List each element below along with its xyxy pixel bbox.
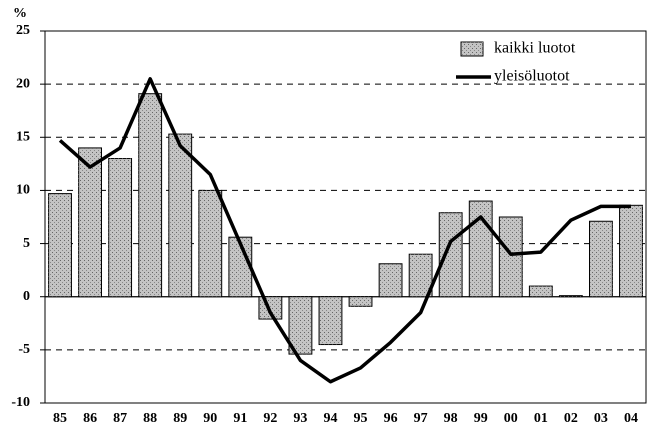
bar-texture xyxy=(349,296,372,307)
x-tick-label: 93 xyxy=(293,411,307,426)
y-tick-label: 5 xyxy=(23,236,30,251)
y-tick-label: 20 xyxy=(16,76,30,91)
bar-texture xyxy=(108,158,132,297)
bar-texture xyxy=(198,190,222,297)
x-tick-label: 94 xyxy=(323,411,337,426)
bar-texture xyxy=(168,134,192,297)
x-tick-label: 04 xyxy=(624,411,638,426)
x-tick-label: 89 xyxy=(173,411,187,426)
bar-texture xyxy=(589,221,613,297)
x-tick-label: 88 xyxy=(143,411,157,426)
x-tick-label: 99 xyxy=(474,411,488,426)
bar-texture xyxy=(319,296,342,345)
bar-texture xyxy=(499,217,523,297)
x-tick-label: 96 xyxy=(384,411,398,426)
plot-frame xyxy=(44,30,647,404)
bar-texture xyxy=(48,193,72,297)
x-tick-label: 90 xyxy=(203,411,217,426)
x-tick-label: 00 xyxy=(504,411,518,426)
y-tick-label: 0 xyxy=(23,289,30,304)
y-tick-label: -5 xyxy=(18,342,30,357)
x-tick-label: 85 xyxy=(53,411,67,426)
y-tick-label: 25 xyxy=(16,23,30,38)
line xyxy=(58,77,631,384)
bar-texture xyxy=(409,254,433,297)
bar-texture xyxy=(619,205,643,297)
x-tick-label: 87 xyxy=(113,411,127,426)
y-tick-label: -10 xyxy=(11,395,30,410)
y-tick-label: 10 xyxy=(16,183,30,198)
bar-texture xyxy=(138,93,162,297)
bar-texture xyxy=(379,263,402,297)
bar-texture xyxy=(559,295,583,297)
x-tick-label: 92 xyxy=(263,411,277,426)
legend-label: yleisöluotot xyxy=(494,68,570,85)
x-tick-label: 03 xyxy=(594,411,608,426)
y-unit-label: % xyxy=(13,6,27,21)
x-tick-label: 97 xyxy=(414,411,428,426)
x-tick-label: 95 xyxy=(354,411,368,426)
bar-texture xyxy=(228,237,252,297)
legend-label: kaikki luotot xyxy=(494,40,576,57)
bar-texture xyxy=(439,212,463,297)
x-tick-label: 91 xyxy=(233,411,247,426)
legend-swatch-texture xyxy=(461,42,483,56)
x-tick-label: 02 xyxy=(564,411,578,426)
x-tick-label: 01 xyxy=(534,411,548,426)
bar-texture xyxy=(78,147,102,297)
x-tick-label: 98 xyxy=(444,411,458,426)
x-tick-label: 86 xyxy=(83,411,97,426)
bar-texture xyxy=(529,286,553,297)
y-tick-label: 15 xyxy=(16,130,30,145)
bar-texture xyxy=(289,296,312,355)
